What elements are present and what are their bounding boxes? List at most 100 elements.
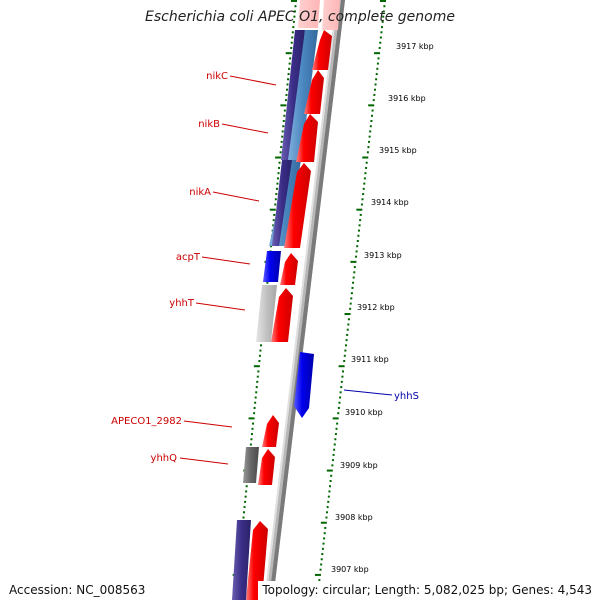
scale-labels: 3917 kbp 3916 kbp 3915 kbp 3914 kbp 3913… xyxy=(331,42,434,574)
outer-tick xyxy=(378,46,381,49)
inner-tick xyxy=(286,83,289,86)
scale-label-3908: 3908 kbp xyxy=(335,513,373,522)
outer-tick xyxy=(340,386,343,389)
outer-tick xyxy=(350,297,353,300)
outer-tick xyxy=(368,135,371,138)
outer-tick xyxy=(353,266,356,269)
outer-tick xyxy=(352,281,355,284)
outer-tick xyxy=(326,506,329,509)
inner-tick xyxy=(280,104,287,107)
outer-tick xyxy=(341,375,344,378)
gene-label-yhhT: yhhT xyxy=(169,298,195,309)
gene-arrow-7 xyxy=(262,415,279,447)
outer-tick xyxy=(325,516,328,519)
inner-tick xyxy=(292,26,295,29)
gene-arrow-9 xyxy=(246,521,268,600)
outer-tick xyxy=(337,412,340,415)
gene-label-yhhS: yhhS xyxy=(394,391,419,402)
gene-label-nikA: nikA xyxy=(189,187,211,198)
scale-label-3917: 3917 kbp xyxy=(396,42,434,51)
outer-tick xyxy=(374,52,381,55)
inner-tick xyxy=(255,391,258,394)
outer-tick xyxy=(356,240,359,242)
gene-block-top-pink-2 xyxy=(322,0,340,30)
outer-tick xyxy=(375,73,378,76)
outer-tick xyxy=(368,104,375,107)
inner-tick xyxy=(245,490,248,493)
genome-backbone xyxy=(264,0,345,600)
outer-tick xyxy=(334,438,337,441)
outer-tick xyxy=(344,349,347,352)
gene-label-yhhQ: yhhQ xyxy=(151,453,178,464)
outer-tick xyxy=(352,276,355,279)
outer-tick xyxy=(321,553,324,556)
outer-tick xyxy=(370,114,373,117)
inner-tick xyxy=(278,161,281,164)
outer-tick xyxy=(357,229,360,232)
outer-tick xyxy=(345,339,348,342)
inner-tick xyxy=(293,15,296,18)
outer-tick xyxy=(335,427,338,430)
inner-tick xyxy=(243,506,246,509)
inner-tick xyxy=(276,182,279,185)
gene-labels: nikC nikB nikA acpT yhhT yhhS APECO1_298… xyxy=(111,71,419,464)
outer-tick xyxy=(382,15,385,18)
inner-tick xyxy=(275,187,278,190)
outer-tick xyxy=(339,391,342,394)
inner-tick xyxy=(248,417,255,420)
gene-block-yhhT xyxy=(256,285,277,342)
inner-tick xyxy=(242,516,245,519)
inner-tick xyxy=(282,120,285,122)
outer-tick xyxy=(340,380,343,383)
gene-arrow-5 xyxy=(280,253,298,285)
inner-tick xyxy=(253,365,260,368)
inner-tick xyxy=(280,140,283,143)
outer-tick xyxy=(372,99,375,102)
inner-tick xyxy=(285,93,288,96)
outer-tick xyxy=(320,563,323,566)
outer-tick xyxy=(362,193,365,196)
gene-arrow-3 xyxy=(296,114,318,162)
outer-tick xyxy=(318,579,321,582)
inner-tick xyxy=(275,193,278,196)
inner-tick xyxy=(283,114,286,117)
outer-tick xyxy=(376,67,379,70)
gene-label-APECO1_2982: APECO1_2982 xyxy=(111,416,182,427)
inner-tick xyxy=(287,73,290,76)
inner-tick xyxy=(253,406,256,409)
inner-tick xyxy=(291,36,294,39)
inner-tick xyxy=(273,213,276,216)
inner-tick xyxy=(272,224,275,227)
inner-tick xyxy=(254,396,257,399)
outer-tick xyxy=(346,328,349,331)
outer-tick xyxy=(383,5,386,8)
outer-tick xyxy=(346,333,349,336)
inner-tick xyxy=(282,125,285,128)
inner-tick xyxy=(274,198,277,201)
scale-label-3915: 3915 kbp xyxy=(379,146,417,155)
inner-tick xyxy=(277,172,280,175)
outer-tick xyxy=(373,88,376,91)
gene-block-navy-bottom xyxy=(232,520,251,600)
outer-tick xyxy=(337,406,340,409)
inner-tick xyxy=(269,208,276,211)
inner-tick xyxy=(250,433,253,436)
inner-tick xyxy=(275,156,282,159)
outer-tick xyxy=(351,286,354,289)
inner-tick xyxy=(291,0,297,2)
outer-tick xyxy=(327,500,330,503)
inner-tick xyxy=(256,375,259,378)
inner-tick xyxy=(285,52,292,55)
inner-tick xyxy=(266,281,269,284)
scale-label-3910: 3910 kbp xyxy=(345,408,383,417)
inner-tick xyxy=(250,438,253,441)
gene-block-top-pink xyxy=(298,0,320,28)
outer-tick xyxy=(359,213,362,216)
outer-tick xyxy=(320,558,323,561)
inner-tick xyxy=(243,511,246,514)
inner-tick xyxy=(289,57,292,60)
outer-tick xyxy=(379,41,382,44)
gene-label-nikB: nikB xyxy=(198,119,220,130)
outer-tick xyxy=(344,313,351,316)
gene-arrow-8 xyxy=(258,449,275,485)
